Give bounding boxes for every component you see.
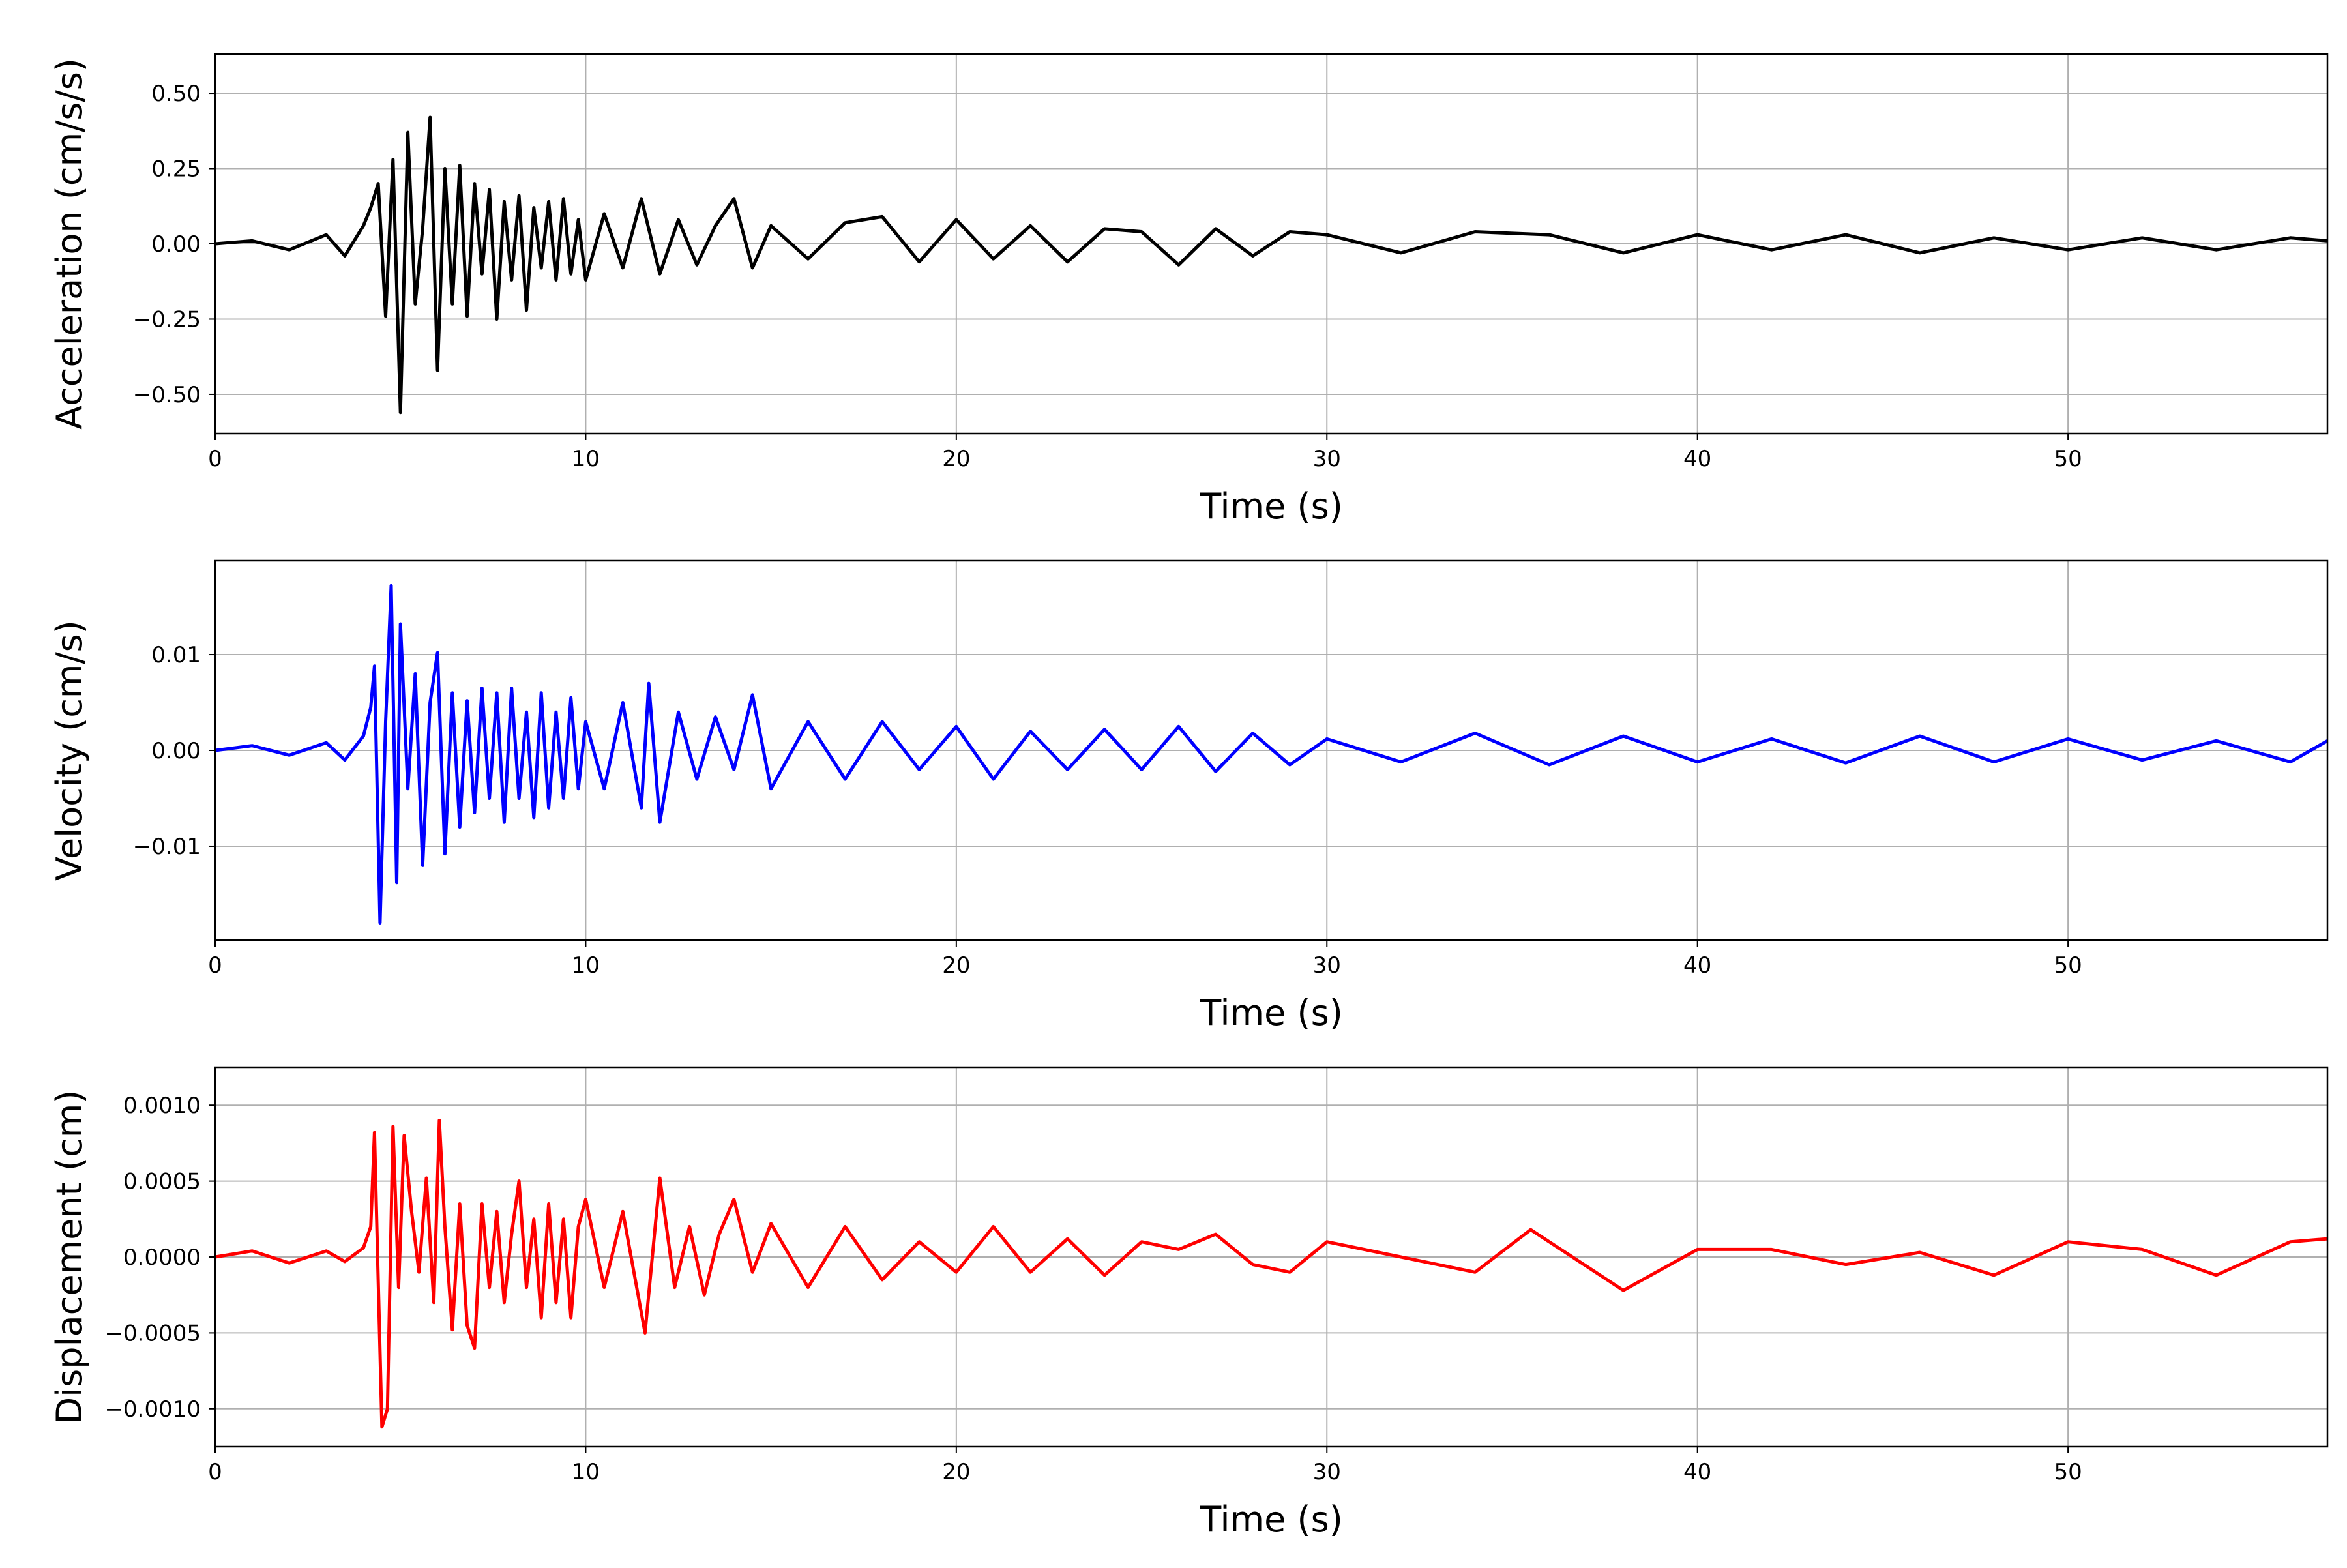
- acceleration-x-tick-label: 20: [942, 446, 970, 472]
- displacement-axes-frame: [214, 1066, 2329, 1448]
- acceleration-y-tick-label: −0.50: [133, 382, 201, 408]
- velocity-y-axis-label: Velocity (cm/s): [49, 620, 90, 881]
- acceleration-x-tick-label: 40: [1683, 446, 1711, 472]
- acceleration-x-tick-label: 10: [572, 446, 600, 472]
- displacement-x-tick-label: 10: [572, 1459, 600, 1485]
- displacement-series-line: [214, 1119, 2328, 1429]
- displacement-panel: 0 10 20 30 40 50 −0.0010 −0.0005 0.0000 0.0005 0.0…: [49, 1066, 2329, 1540]
- displacement-x-tick-label: 0: [208, 1459, 222, 1485]
- displacement-y-tick-label: 0.0010: [123, 1093, 201, 1119]
- velocity-y-tick-label: −0.01: [133, 834, 201, 860]
- acceleration-series-line: [214, 115, 2328, 415]
- acceleration-y-tick-label: −0.25: [133, 306, 201, 333]
- displacement-x-tick-label: 50: [2054, 1459, 2082, 1485]
- velocity-axes-frame: [214, 559, 2329, 941]
- acceleration-x-tick-label: 50: [2054, 446, 2082, 472]
- acceleration-x-tick-label: 0: [208, 446, 222, 472]
- acceleration-y-tick-label: 0.50: [151, 81, 201, 107]
- displacement-y-axis-label: Displacement (cm): [49, 1090, 90, 1425]
- velocity-x-axis-label: Time (s): [1199, 992, 1343, 1033]
- displacement-x-tick-label: 30: [1313, 1459, 1341, 1485]
- velocity-x-tick-label: 10: [572, 953, 600, 979]
- acceleration-y-axis-label: Acceleration (cm/s/s): [49, 58, 90, 430]
- displacement-y-tick-label: 0.0005: [123, 1169, 201, 1195]
- acceleration-panel: 0 10 20 30 40 50 −0.50 −0.25 0.00 0.25 0.50 Time (s…: [49, 53, 2329, 527]
- velocity-y-tick-label: 0.01: [151, 642, 201, 668]
- velocity-x-tick-label: 30: [1313, 953, 1341, 979]
- velocity-x-tick-label: 0: [208, 953, 222, 979]
- acceleration-axes-frame: [214, 53, 2329, 435]
- displacement-x-axis-label: Time (s): [1199, 1499, 1343, 1540]
- displacement-x-tick-label: 40: [1683, 1459, 1711, 1485]
- acceleration-y-tick-label: 0.00: [151, 231, 201, 258]
- velocity-x-tick-label: 40: [1683, 953, 1711, 979]
- velocity-series-line: [214, 584, 2329, 925]
- velocity-y-tick-label: 0.00: [151, 738, 201, 764]
- velocity-x-tick-label: 20: [942, 953, 970, 979]
- acceleration-y-tick-label: 0.25: [151, 156, 201, 183]
- displacement-x-tick-label: 20: [942, 1459, 970, 1485]
- displacement-y-tick-label: −0.0010: [105, 1397, 201, 1423]
- acceleration-x-axis-label: Time (s): [1199, 486, 1343, 527]
- velocity-x-tick-label: 50: [2054, 953, 2082, 979]
- displacement-y-tick-label: 0.0000: [123, 1245, 201, 1271]
- velocity-panel: 0 10 20 30 40 50 −0.01 0.00 0.01 Time (s) Velocity…: [49, 559, 2329, 1033]
- displacement-y-tick-label: −0.0005: [105, 1320, 201, 1346]
- acceleration-x-tick-label: 30: [1313, 446, 1341, 472]
